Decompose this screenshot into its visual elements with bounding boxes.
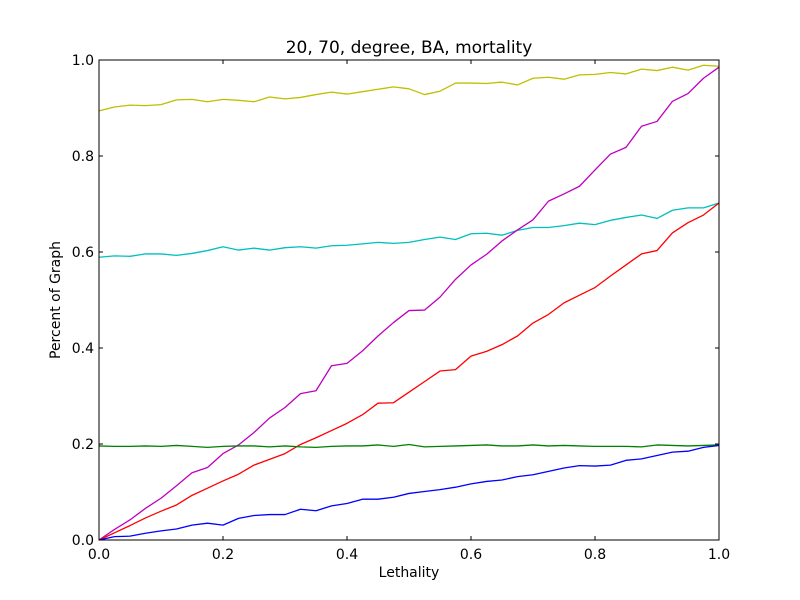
plot-background (99, 60, 719, 540)
x-tick-label: 0.4 (336, 547, 358, 563)
plot-area: 0.0 0.2 0.4 0.6 0.8 1.0 0.0 0.2 0.4 0.6 0.8 1.0 (72, 53, 730, 563)
series-line-5 (98, 443, 720, 449)
y-tick-label: 0.4 (72, 341, 94, 357)
y-axis-label: Percent of Graph (48, 241, 64, 359)
y-tick-label: 1.0 (72, 53, 94, 69)
x-tick-label: 0.6 (460, 547, 482, 563)
x-tick-label: 0.2 (212, 547, 234, 563)
series-layer (98, 64, 720, 541)
x-axis-label: Lethality (379, 565, 440, 581)
series-line-4 (98, 202, 720, 541)
x-tick-label: 0.0 (88, 547, 110, 563)
series-line-2 (98, 202, 720, 258)
y-tick-label: 0.8 (72, 149, 94, 165)
x-tick-label: 0.8 (584, 547, 606, 563)
series-line-3 (98, 66, 720, 541)
y-tick-label: 0.2 (72, 437, 94, 453)
x-tick-label: 1.0 (708, 547, 730, 563)
y-tick-label: 0.0 (72, 533, 94, 549)
y-tick-label: 0.6 (72, 245, 94, 261)
plot-frame (98, 59, 720, 541)
series-line-6 (98, 444, 720, 541)
chart-title: 20, 70, degree, BA, mortality (286, 38, 533, 58)
series-line-1 (98, 64, 720, 112)
tick-layer: 0.0 0.2 0.4 0.6 0.8 1.0 0.0 0.2 0.4 0.6 0.8 1.0 (72, 53, 730, 563)
